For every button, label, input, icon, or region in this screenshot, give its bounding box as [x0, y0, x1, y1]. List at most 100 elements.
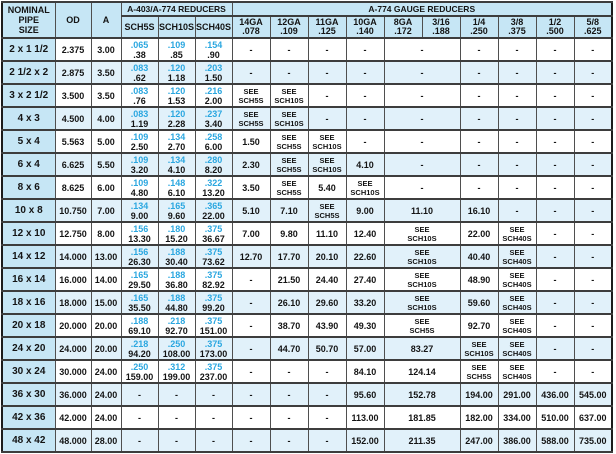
table-row: 42 x 36 42.000 24.00- - - - - -113.00 181.85 182.… — [1, 405, 613, 430]
gauge-cell-12ga: 21.50 — [269, 267, 309, 292]
sch-cell-sch10s: .120 2.28 — [157, 106, 196, 131]
gauge-cell-5-8: - — [573, 106, 613, 131]
pipe-size-cell: 18 x 16 — [1, 290, 56, 315]
sch-cell-sch10s: .165 9.60 — [157, 198, 196, 223]
pipe-size-cell: 10 x 8 — [1, 198, 56, 223]
gauge-cell-3-8: SEE SCH40S — [497, 267, 537, 292]
wall-thickness-value: .083 — [130, 108, 149, 119]
sch-cell-sch10s: .134 4.10 — [157, 152, 196, 177]
gauge-cell-3-8: - — [497, 175, 537, 200]
see-label: SEE — [414, 224, 430, 234]
od-cell: 6.625 — [54, 152, 92, 177]
see-ref: SCH40S — [502, 233, 532, 243]
see-label: SEE — [414, 247, 430, 257]
od-cell: 4.500 — [54, 106, 92, 131]
weight-value: .85 — [170, 49, 183, 60]
wall-thickness-value: .375 — [204, 361, 223, 372]
sch-cell-sch5s: .109 3.20 — [120, 152, 159, 177]
od-cell: 16.000 — [54, 267, 92, 292]
gauge-cell-5-8: 637.00 — [573, 405, 613, 430]
table-row: 18 x 16 18.000 15.00.165 35.50.188 44.80.375… — [1, 290, 613, 315]
sch-cell-sch5s: .165 29.50 — [120, 267, 159, 292]
gauge-cell-1-4: - — [459, 83, 499, 108]
gauge-cell-1-2: 436.00 — [535, 382, 575, 407]
header-a: A — [90, 1, 122, 39]
header-sch10s: SCH10S — [157, 15, 196, 39]
gauge-cell-3-8: SEE SCH40S — [497, 221, 537, 246]
od-cell: 42.000 — [54, 405, 92, 430]
wall-thickness-value: .258 — [204, 131, 223, 142]
wall-thickness-value: .375 — [204, 246, 223, 257]
gauge-cell-8ga-3-16: - — [383, 106, 461, 131]
gauge-cell-14ga: - — [231, 37, 271, 62]
gauge-cell-1-2: - — [535, 152, 575, 177]
od-cell: 2.375 — [54, 37, 92, 62]
gauge-cell-12ga: - — [269, 428, 309, 453]
gauge-cell-10ga: 152.00 — [345, 428, 385, 453]
weight-value: 4.10 — [167, 164, 186, 175]
header-gauge-12ga: 12GA .109 — [269, 15, 309, 39]
see-label: SEE — [414, 316, 430, 326]
wall-thickness-value: .134 — [167, 131, 186, 142]
weight-value: 2.00 — [204, 95, 223, 106]
header-nominal-pipe-size: NOMINAL PIPE SIZE — [1, 1, 56, 39]
sch-cell-sch5s: .156 13.30 — [120, 221, 159, 246]
table-row: 36 x 30 36.000 24.00- - - - - -95.60 152.78 194.0… — [1, 382, 613, 407]
header-gauge-1-4: 1/4.250 — [459, 15, 499, 39]
od-cell: 36.000 — [54, 382, 92, 407]
see-ref: SCH40S — [502, 256, 532, 266]
gauge-cell-14ga: - — [231, 290, 271, 315]
sch-cell-sch10s: .188 36.80 — [157, 267, 196, 292]
gauge-cell-10ga: 95.60 — [345, 382, 385, 407]
gauge-cell-12ga: - — [269, 359, 309, 384]
gauge-cell-1-2: - — [535, 267, 575, 292]
see-ref: SCH10S — [312, 164, 342, 174]
gauge-cell-12ga: - — [269, 382, 309, 407]
table-row: 3 x 2 1/2 3.500 3.50.083.76.120 1.53.216 2.0… — [1, 83, 613, 108]
gauge-cell-3-8: - — [497, 83, 537, 108]
gauge-thickness: .125 — [318, 26, 336, 36]
gauge-cell-3-8: - — [497, 198, 537, 223]
table-row: 16 x 14 16.000 14.00.165 29.50.188 36.80.375… — [1, 267, 613, 292]
see-label: SEE — [281, 109, 297, 119]
od-cell: 3.500 — [54, 83, 92, 108]
wall-thickness-value: .375 — [204, 315, 223, 326]
wall-thickness-value: .188 — [167, 269, 186, 280]
gauge-cell-12ga: - — [269, 405, 309, 430]
table-row: 24 x 20 24.000 20.00.218 94.20.250 108.00.37… — [1, 336, 613, 361]
weight-value: 94.20 — [128, 348, 151, 359]
pipe-size-cell: 36 x 30 — [1, 382, 56, 407]
header-gauge-14ga: 14GA .078 — [231, 15, 271, 39]
wall-thickness-value: .109 — [130, 154, 149, 165]
sch-cell-sch5s: .250 159.00 — [120, 359, 159, 384]
gauge-cell-1-2: - — [535, 336, 575, 361]
gauge-cell-14ga: 3.50 — [231, 175, 271, 200]
weight-value: 2.28 — [167, 118, 186, 129]
wall-thickness-value: .120 — [167, 62, 186, 73]
gauge-cell-8ga-3-16: - — [383, 152, 461, 177]
gauge-cell-1-2: - — [535, 198, 575, 223]
gauge-cell-14ga: - — [231, 313, 271, 338]
sch-cell-sch10s: - — [157, 405, 196, 430]
gauge-cell-5-8: - — [573, 290, 613, 315]
gauge-cell-5-8: 735.00 — [573, 428, 613, 453]
gauge-cell-11ga: - — [307, 83, 347, 108]
gauge-cell-1-2: - — [535, 244, 575, 269]
weight-value: .62 — [133, 72, 146, 83]
weight-value: 69.10 — [128, 325, 151, 336]
sch-cell-sch5s: .065.38 — [120, 37, 159, 62]
gauge-cell-12ga: 9.80 — [269, 221, 309, 246]
gauge-cell-14ga: 7.00 — [231, 221, 271, 246]
gauge-cell-14ga: SEE SCH5S — [231, 106, 271, 131]
a-cell: 24.00 — [90, 405, 122, 430]
wall-thickness-value: .365 — [204, 200, 223, 211]
gauge-cell-10ga: 12.40 — [345, 221, 385, 246]
gauge-cell-14ga: - — [231, 382, 271, 407]
gauge-cell-11ga: - — [307, 405, 347, 430]
gauge-cell-8ga-3-16: 83.27 — [383, 336, 461, 361]
gauge-cell-12ga: 7.10 — [269, 198, 309, 223]
wall-thickness-value: .188 — [130, 315, 149, 326]
header-group-a774-gauge-reducers: A-774 GAUGE REDUCERS — [231, 1, 613, 17]
od-cell: 2.875 — [54, 60, 92, 85]
gauge-cell-12ga: 17.70 — [269, 244, 309, 269]
